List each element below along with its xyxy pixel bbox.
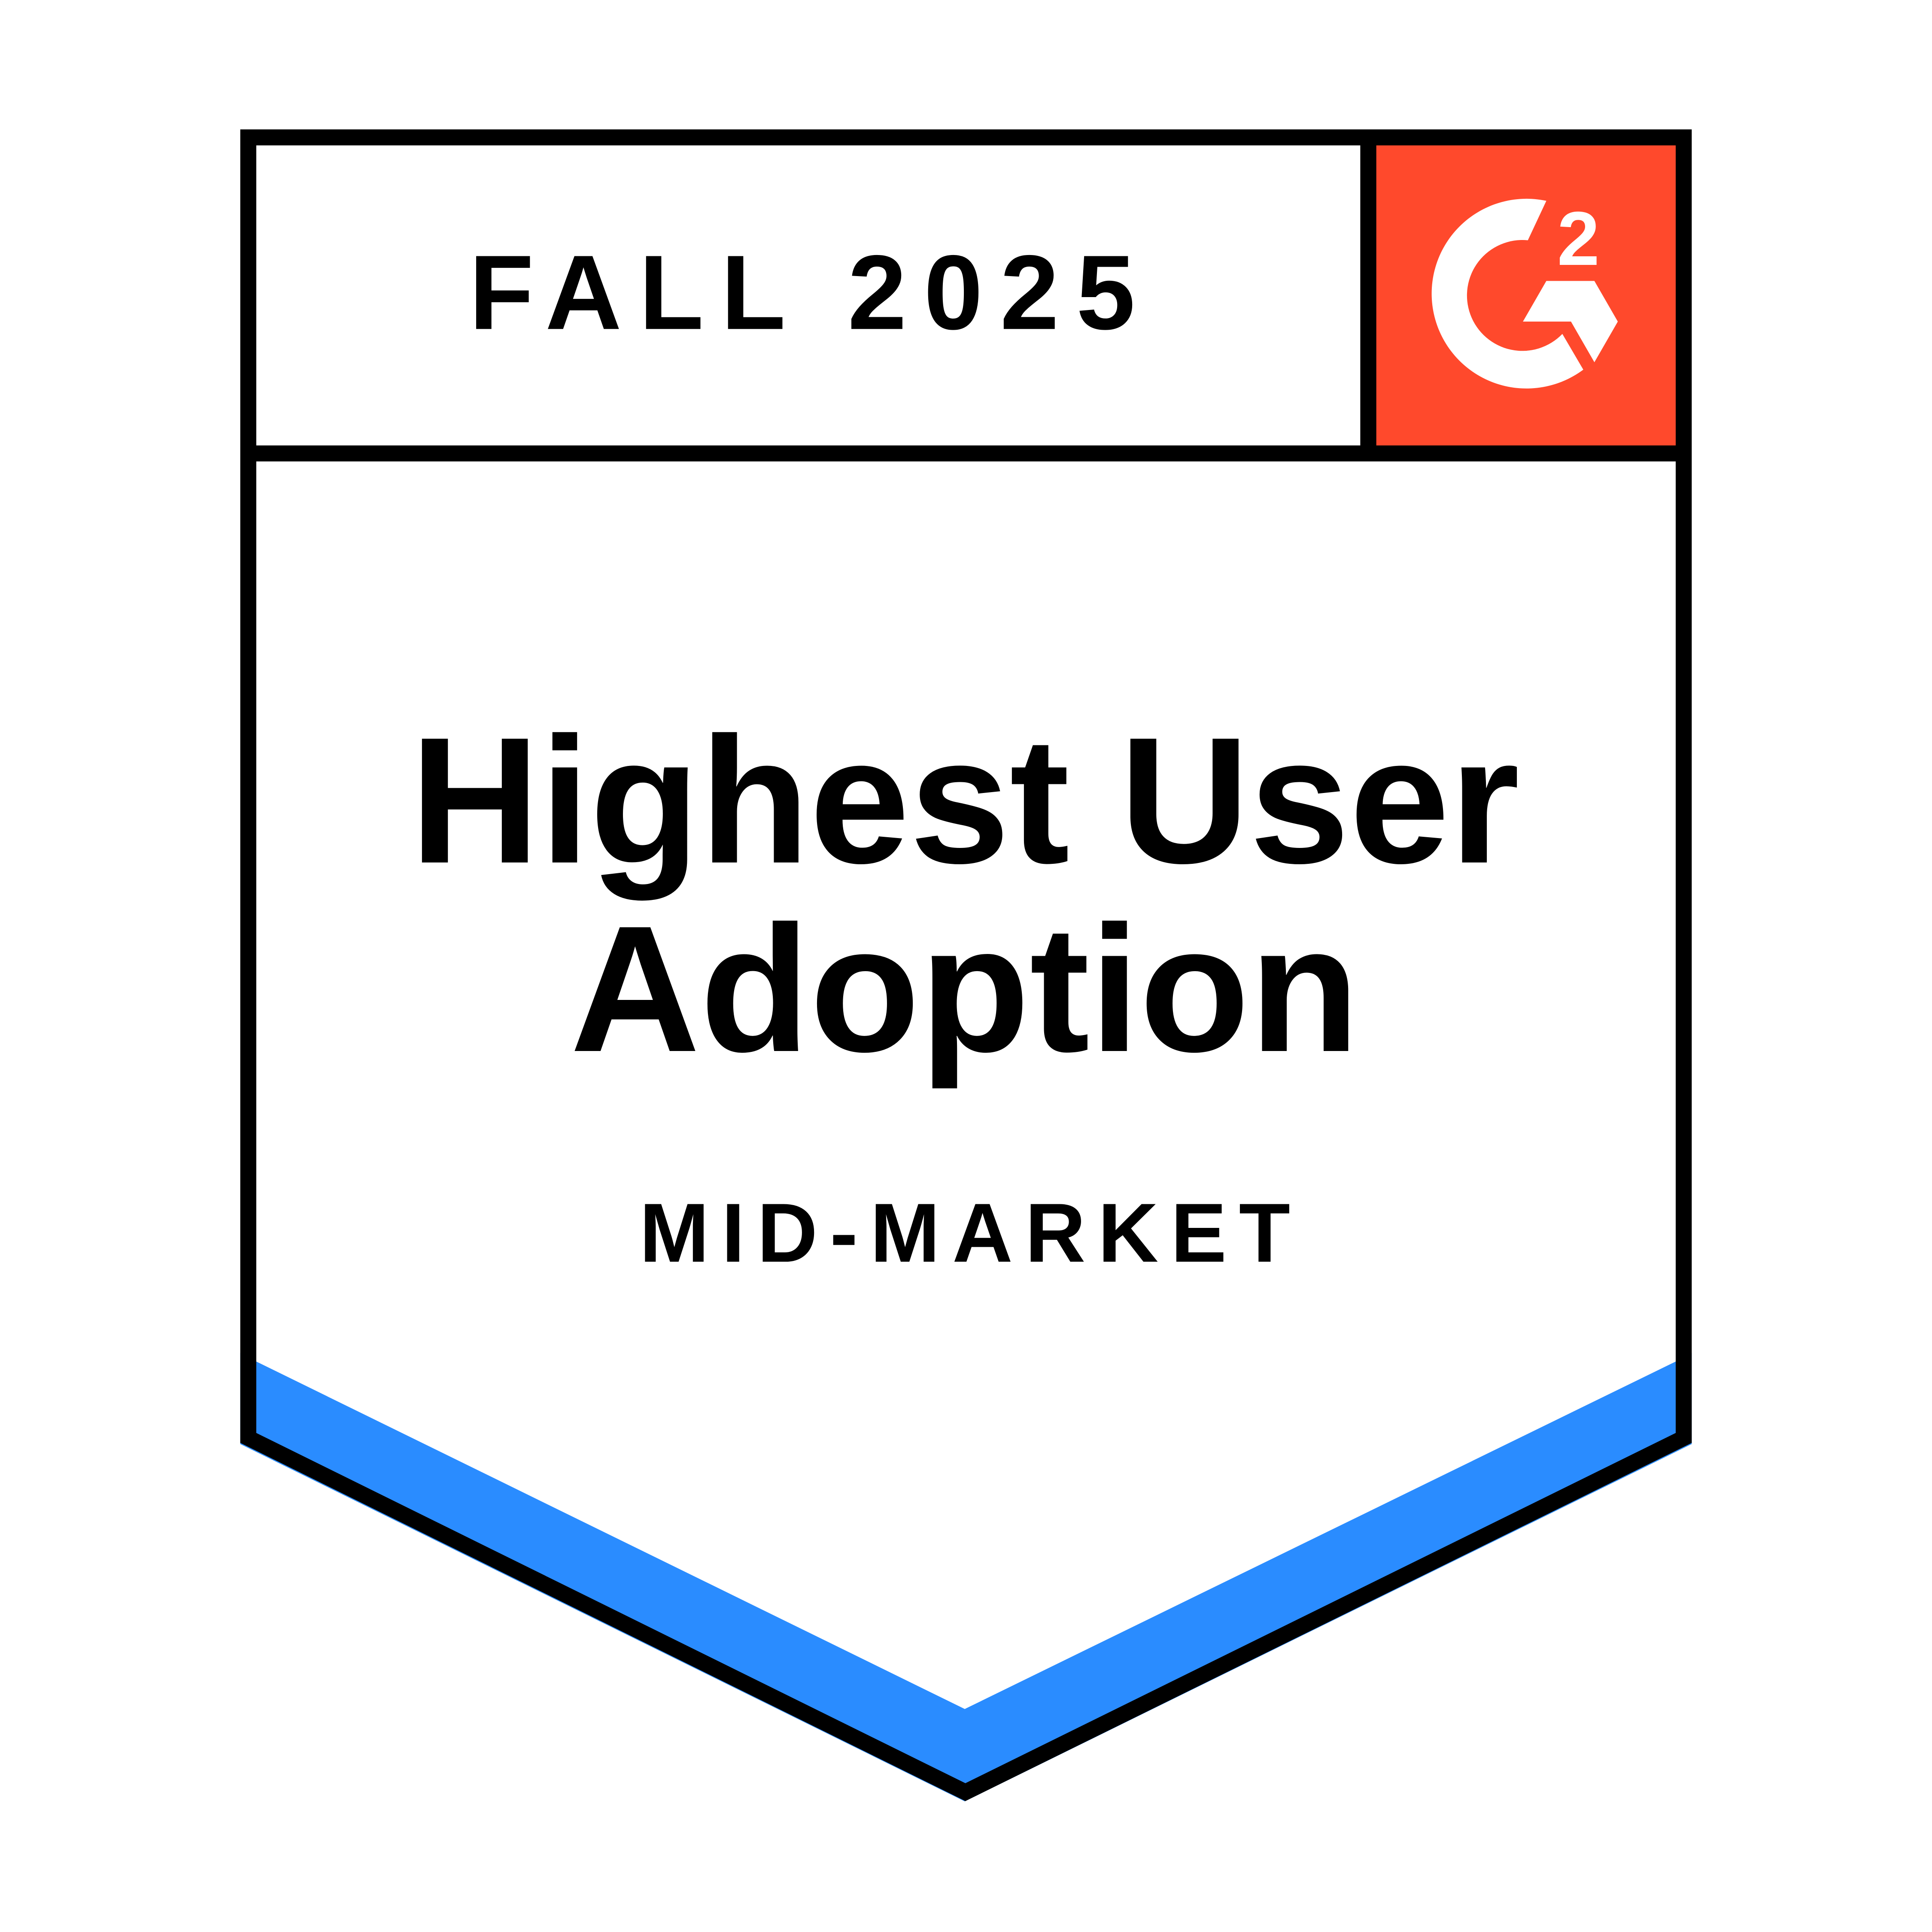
badge-border [240,129,1692,1801]
award-title-line2: Adoption [570,888,1359,1091]
award-title-line1: Highest User [410,700,1520,902]
logo-background [1367,138,1683,454]
g2-logo-icon: 2 [1431,196,1618,389]
segment-label: MID-MARKET [639,1186,1302,1280]
g2-superscript: 2 [1557,196,1600,281]
season-label: FALL 2025 [469,234,1153,352]
